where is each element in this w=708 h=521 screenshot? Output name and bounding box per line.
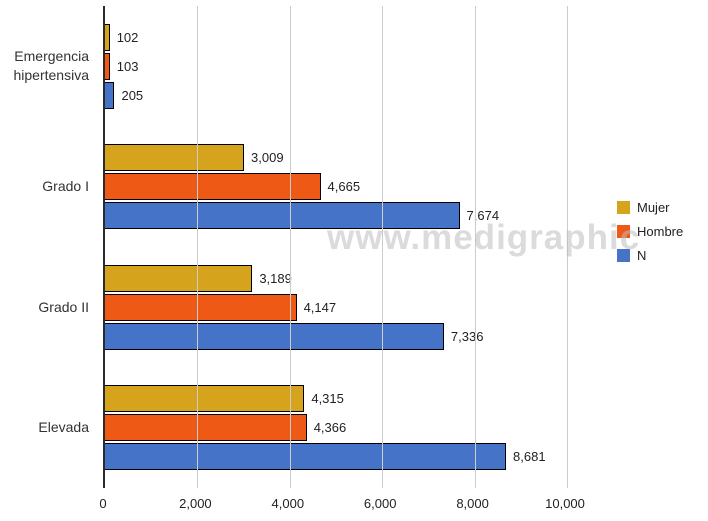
- bar-row: 205: [105, 81, 567, 109]
- bar-n: [105, 81, 115, 109]
- bar-row: 4,315: [105, 385, 567, 413]
- category-label: Grado II: [38, 298, 89, 315]
- bar-value-label: 7,336: [450, 328, 484, 344]
- bar-group: 4,315 4,366 8,681: [105, 368, 567, 489]
- bar-n: [105, 443, 507, 471]
- bar-value-label: 4,665: [327, 179, 361, 195]
- bar-mujer: [105, 23, 110, 51]
- bar-row: 4,147: [105, 293, 567, 321]
- gridline: [289, 6, 291, 488]
- category-label: Elevada: [38, 419, 89, 436]
- legend-swatch: [617, 249, 630, 262]
- legend-item: Hombre: [617, 224, 683, 239]
- bar-value-label: 8,681: [513, 449, 546, 465]
- bar-value-label: 103: [116, 58, 139, 74]
- bar-mujer: [105, 385, 305, 413]
- bar-value-label: 3,189: [259, 270, 292, 286]
- legend-swatch: [617, 225, 630, 238]
- x-axis-tick-label: 0: [99, 496, 107, 511]
- x-axis-tick-label: 6,000: [363, 496, 397, 511]
- legend: Mujer Hombre N: [617, 200, 683, 263]
- bar-hombre: [105, 414, 307, 442]
- gridline: [567, 6, 568, 488]
- bar-group: 102 103 205: [105, 6, 567, 127]
- legend-item: Mujer: [617, 200, 683, 215]
- bar-value-label: 4,366: [313, 420, 347, 436]
- legend-item: N: [617, 248, 683, 263]
- bar-value-label: 4,315: [311, 391, 344, 407]
- bar-groups: 102 103 205 3,009 4,665 7,674 3,189 4,147 7,336 4…: [105, 6, 567, 488]
- bar-row: 4,665: [105, 173, 567, 201]
- bar-hombre: [105, 173, 321, 201]
- x-axis-tick-label: 10,000: [545, 496, 585, 511]
- plot-area: 102 103 205 3,009 4,665 7,674 3,189 4,147 7,336 4…: [103, 6, 568, 488]
- bar-mujer: [105, 264, 253, 292]
- bar-row: 103: [105, 52, 567, 80]
- gridline: [197, 6, 199, 488]
- bar-n: [105, 322, 444, 350]
- bar-value-label: 3,009: [251, 150, 284, 166]
- bar-row: 3,189: [105, 264, 567, 292]
- x-axis-tick-label: 4,000: [271, 496, 305, 511]
- bar-row: 7,674: [105, 202, 567, 230]
- bar-hombre: [105, 293, 297, 321]
- x-axis-tick-label: 2,000: [179, 496, 212, 511]
- bar-value-label: 205: [121, 87, 144, 103]
- bar-value-label: 102: [116, 29, 139, 45]
- bar-hombre: [105, 52, 110, 80]
- bar-value-label: 7,674: [466, 208, 500, 224]
- legend-label: Hombre: [637, 224, 684, 239]
- bar-row: 7,336: [105, 322, 567, 350]
- legend-label: N: [637, 248, 647, 263]
- category-labels: Emergencia hipertensiva Grado I Grado II El…: [0, 6, 97, 488]
- legend-label: Mujer: [637, 200, 670, 215]
- bar-value-label: 4,147: [303, 299, 337, 315]
- bar-mujer: [105, 144, 245, 172]
- bar-row: 8,681: [105, 443, 567, 471]
- category-label: Emergencia hipertensiva: [13, 48, 90, 84]
- bar-group: 3,009 4,665 7,674: [105, 127, 567, 248]
- bar-row: 3,009: [105, 144, 567, 172]
- category-label: Grado I: [42, 178, 89, 195]
- bar-n: [105, 202, 460, 230]
- x-axis-tick-label: 8,000: [456, 496, 489, 511]
- bar-group: 3,189 4,147 7,336: [105, 247, 567, 368]
- legend-swatch: [617, 201, 630, 214]
- bar-row: 4,366: [105, 414, 567, 442]
- x-axis: 0 2,000 4,000 6,000 8,000 10,000: [99, 492, 585, 516]
- gridline: [474, 6, 476, 488]
- bar-row: 102: [105, 23, 567, 51]
- gridline: [382, 6, 384, 488]
